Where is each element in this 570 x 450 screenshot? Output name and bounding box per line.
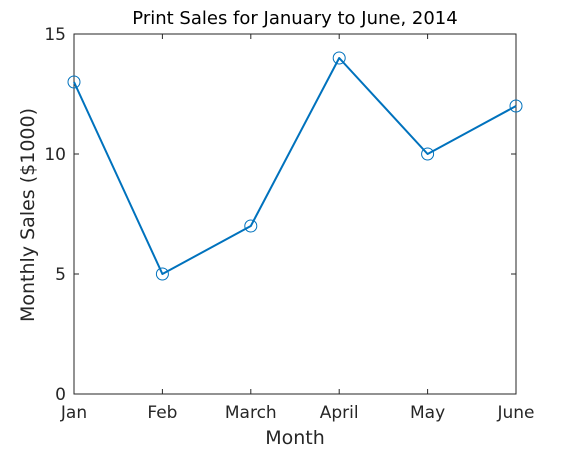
series-layer xyxy=(67,51,523,281)
y-tick-label: 0 xyxy=(55,385,66,405)
x-tick-label: Jan xyxy=(60,403,87,423)
data-point-marker xyxy=(421,147,435,161)
y-tick-label: 10 xyxy=(44,145,66,165)
data-point-marker xyxy=(244,219,258,233)
x-axis-ticks: Jan Feb March April May June xyxy=(60,34,535,423)
x-tick-label: March xyxy=(225,403,277,423)
data-point-marker xyxy=(332,51,346,65)
y-axis-label: Monthly Sales ($1000) xyxy=(17,108,39,322)
chart-title: Print Sales for January to June, 2014 xyxy=(132,8,457,29)
y-tick-label: 5 xyxy=(55,265,66,285)
data-point-marker xyxy=(155,267,169,281)
x-tick-label: Feb xyxy=(147,403,177,423)
series-line xyxy=(73,57,517,275)
x-tick-label: June xyxy=(496,403,534,423)
y-axis-ticks: 0 5 10 15 xyxy=(44,25,516,405)
y-tick-label: 15 xyxy=(44,25,66,45)
x-axis-label: Month xyxy=(265,427,325,449)
data-point-marker xyxy=(509,99,523,113)
x-tick-label: April xyxy=(320,403,359,423)
data-point-marker xyxy=(67,75,81,89)
plot-area: 0 5 10 15 Jan Feb March April May June xyxy=(44,25,534,423)
plot-frame xyxy=(73,33,517,395)
x-tick-label: May xyxy=(410,403,445,423)
